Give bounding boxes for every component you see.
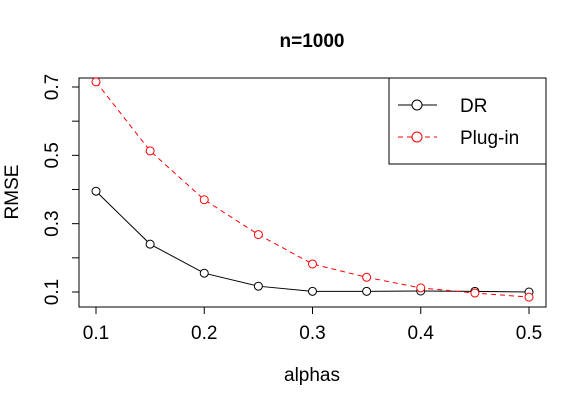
series-plug-in: [91, 77, 534, 302]
series-line-plug-in: [95, 81, 530, 298]
x-axis: 0.1 0.2 0.3 0.4 0.5: [83, 306, 542, 344]
legend-marker-plug-in: [411, 131, 423, 143]
x-tick-label: 0.5: [516, 323, 542, 344]
y-axis-label: RMSE: [2, 165, 23, 220]
y-tick-label: 0.7: [42, 74, 63, 100]
x-tick-label: 0.1: [83, 323, 109, 344]
series-layer: [91, 77, 534, 302]
data-point-plug-in: [362, 272, 372, 282]
x-axis-label: alphas: [284, 365, 340, 386]
data-point-dr: [362, 286, 372, 296]
data-point-plug-in: [524, 292, 534, 302]
legend-entry-dr: DR: [398, 96, 487, 117]
data-point-plug-in: [91, 77, 101, 87]
x-tick-label: 0.4: [408, 323, 435, 344]
legend-entry-plug-in: Plug-in: [398, 128, 519, 149]
legend: DR Plug-in: [388, 77, 547, 165]
x-tick-label: 0.3: [299, 323, 325, 344]
data-point-plug-in: [416, 283, 426, 293]
data-point-plug-in: [145, 146, 155, 156]
series-line-dr: [95, 190, 530, 293]
legend-label-plug-in: Plug-in: [460, 128, 519, 149]
data-point-dr: [308, 286, 317, 296]
series-dr: [91, 186, 534, 297]
data-point-dr: [253, 281, 263, 291]
chart-title: n=1000: [280, 31, 345, 52]
data-point-plug-in: [199, 195, 209, 205]
data-point-plug-in: [470, 288, 480, 298]
data-point-plug-in: [308, 259, 317, 269]
data-point-dr: [145, 239, 155, 249]
legend-label-dr: DR: [460, 96, 487, 117]
y-tick-label: 0.3: [42, 210, 63, 236]
data-point-plug-in: [253, 230, 263, 240]
y-tick-label: 0.1: [42, 279, 63, 305]
y-axis: 0.1 0.3 0.5 0.7: [42, 74, 80, 305]
y-tick-label: 0.5: [42, 142, 63, 168]
data-point-dr: [199, 268, 209, 278]
legend-marker-dr: [411, 99, 423, 111]
data-point-dr: [91, 186, 101, 196]
x-tick-label: 0.2: [191, 323, 217, 344]
legend-box: [388, 77, 547, 165]
